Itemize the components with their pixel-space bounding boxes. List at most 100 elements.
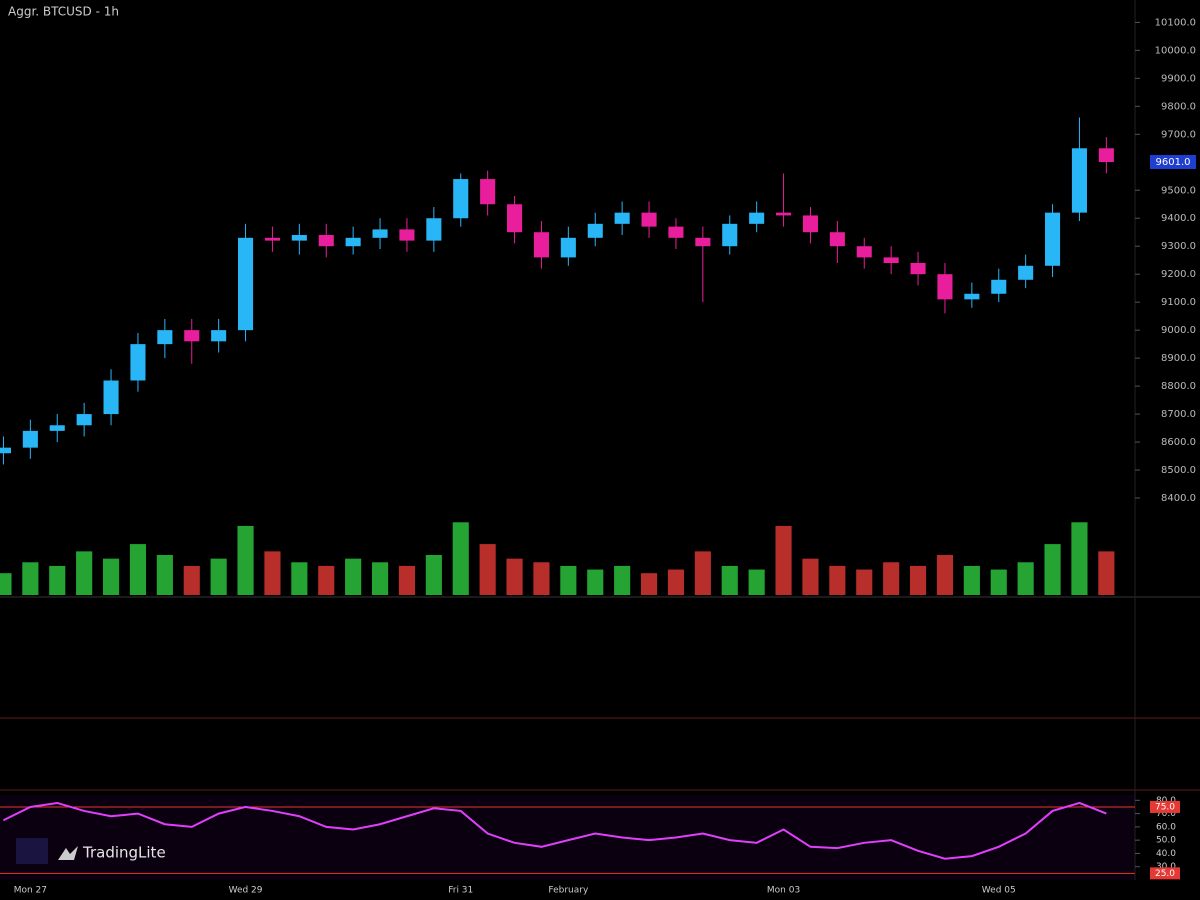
candle-body <box>211 330 227 342</box>
rsi-line <box>3 801 1107 860</box>
candle-body <box>776 212 792 216</box>
candle-body <box>238 237 254 331</box>
volume-bar <box>667 569 685 595</box>
candle-body <box>103 380 119 415</box>
volume-bar <box>990 569 1007 595</box>
y-tick-label: 9900.0 <box>1161 73 1196 84</box>
rsi-panel <box>0 795 1135 880</box>
y-tick-label: 8900.0 <box>1161 353 1196 364</box>
volume-bar <box>694 551 711 595</box>
candle-body <box>345 237 361 247</box>
candle-body <box>668 226 684 238</box>
volume-bar <box>748 569 765 595</box>
y-tick-label: 70.0 <box>1156 809 1176 819</box>
y-tick-label: 8500.0 <box>1161 465 1196 476</box>
y-tick-label: 9500.0 <box>1161 185 1196 196</box>
volume-bar <box>210 558 227 595</box>
volume-bar <box>1071 522 1088 595</box>
candle-body <box>883 257 899 263</box>
y-tick-label: 8700.0 <box>1161 409 1196 420</box>
candle-body <box>587 223 603 238</box>
y-tick-label: 60.0 <box>1156 822 1176 832</box>
candle-body <box>533 232 549 258</box>
x-tick-label: Mon 03 <box>767 886 800 896</box>
volume-bar <box>479 544 496 595</box>
volume-bar <box>291 562 308 595</box>
x-tick-label: Wed 05 <box>982 886 1016 896</box>
candle-body <box>184 330 200 342</box>
candle-body <box>991 279 1007 294</box>
volume-bar <box>264 551 281 595</box>
logo-icon <box>16 838 48 864</box>
candle-body <box>291 235 307 241</box>
candle-body <box>426 218 442 241</box>
level-label: 25.0 <box>1155 869 1175 879</box>
candle-body <box>49 425 65 431</box>
volume-bar <box>183 565 200 595</box>
y-tick-label: 40.0 <box>1156 849 1176 859</box>
volume-bar <box>856 569 873 595</box>
candle-body <box>641 212 657 227</box>
candle-body <box>695 237 711 247</box>
y-tick-label: 9700.0 <box>1161 129 1196 140</box>
candle-body <box>1045 212 1061 266</box>
chart-title: Aggr. BTCUSD - 1h <box>8 5 119 19</box>
y-tick-label: 50.0 <box>1156 836 1176 846</box>
volume-bar <box>963 565 980 595</box>
volume-bar <box>533 562 550 595</box>
candle-body <box>480 179 496 205</box>
y-tick-label: 10000.0 <box>1155 45 1196 56</box>
x-tick-label: Mon 27 <box>14 886 47 896</box>
y-tick-label: 10100.0 <box>1155 17 1196 28</box>
volume-bar <box>1044 544 1061 595</box>
last-price-box <box>1150 154 1196 169</box>
volume-bar <box>22 562 39 595</box>
candle-body <box>453 179 469 219</box>
y-tick-label: 9400.0 <box>1161 213 1196 224</box>
candle-body <box>130 344 146 381</box>
volume-bar <box>909 565 927 595</box>
candle-body <box>964 293 980 300</box>
volume-bar <box>76 551 93 595</box>
volume-bar <box>1098 551 1115 595</box>
candle-body <box>22 430 38 448</box>
y-tick-label: 9200.0 <box>1161 269 1196 280</box>
logo: TradingLite <box>16 838 166 864</box>
level-box <box>1150 800 1180 813</box>
candle-body <box>264 237 280 241</box>
y-tick-label: 8400.0 <box>1161 493 1196 504</box>
candle-body <box>1018 265 1034 280</box>
volume-bar <box>102 558 120 595</box>
candle-body <box>0 447 11 454</box>
y-tick-label: 30.0 <box>1156 862 1176 872</box>
x-tick-label: February <box>548 886 589 896</box>
volume-bar <box>506 558 523 595</box>
candle-body <box>76 414 92 426</box>
candle-body <box>399 229 415 241</box>
volume-bar <box>587 569 604 595</box>
volume-bar <box>936 555 954 595</box>
candle-body <box>856 246 872 258</box>
volume-bar <box>318 565 335 595</box>
candle-body <box>802 215 818 233</box>
candle-body <box>829 232 845 247</box>
volume-bar <box>371 562 389 595</box>
volume-bar <box>156 555 173 595</box>
volume-bar <box>560 565 577 595</box>
level-box <box>1150 867 1180 880</box>
candle-body <box>910 262 926 275</box>
candle-body <box>722 223 738 247</box>
volume-bar <box>883 562 900 595</box>
volume-bar <box>614 565 631 595</box>
y-tick-label: 9800.0 <box>1161 101 1196 112</box>
level-label: 75.0 <box>1155 802 1175 812</box>
volume-bar <box>398 565 416 595</box>
candle-body <box>157 330 173 345</box>
y-tick-label: 8600.0 <box>1161 437 1196 448</box>
candle-body <box>372 229 388 238</box>
x-tick-label: Fri 31 <box>448 886 473 896</box>
volume-bar <box>452 522 469 595</box>
volume-bar <box>640 573 658 595</box>
candle-body <box>560 237 576 258</box>
last-price-label: 9601.0 <box>1156 157 1191 168</box>
